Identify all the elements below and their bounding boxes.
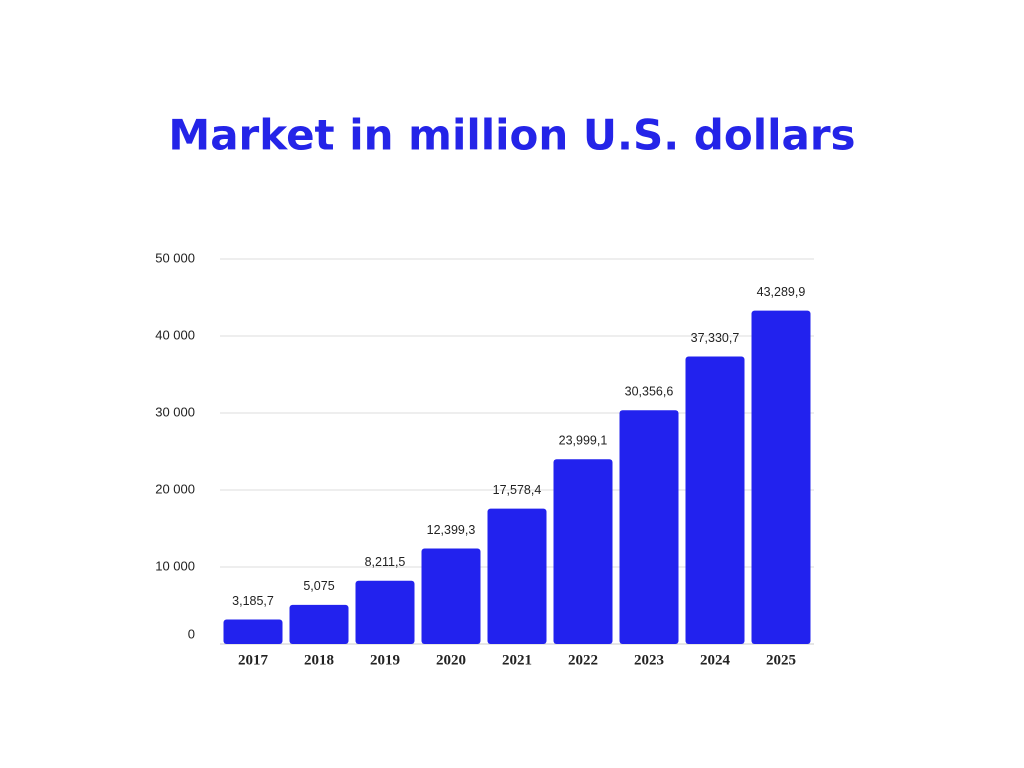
y-tick-label: 30 000 [155, 404, 195, 419]
bar [553, 459, 613, 644]
x-tick-label: 2017 [238, 652, 269, 668]
y-tick-label: 40 000 [155, 327, 195, 342]
chart-title: Market in million U.S. dollars [168, 111, 855, 160]
y-tick-label: 50 000 [155, 250, 195, 265]
bar [685, 356, 745, 644]
y-tick-label: 10 000 [155, 558, 195, 573]
bar [421, 548, 481, 644]
y-tick-label: 20 000 [155, 481, 195, 496]
bar [619, 410, 679, 644]
value-label: 3,185,7 [232, 594, 274, 608]
bar [751, 310, 811, 644]
x-tick-label: 2020 [436, 652, 466, 668]
value-label: 8,211,5 [365, 555, 406, 569]
x-tick-label: 2025 [766, 652, 796, 668]
x-tick-label: 2021 [502, 652, 532, 668]
bar [289, 604, 349, 644]
value-label: 43,289,9 [757, 285, 806, 299]
x-tick-label: 2022 [568, 652, 598, 668]
x-tick-label: 2019 [370, 652, 400, 668]
value-label: 30,356,6 [625, 385, 674, 399]
value-label: 12,399,3 [427, 523, 476, 537]
value-label: 23,999,1 [559, 434, 608, 448]
value-label: 5,075 [303, 579, 334, 593]
bar [487, 508, 547, 644]
y-tick-label: 0 [188, 626, 195, 641]
value-label: 37,330,7 [691, 331, 740, 345]
x-tick-label: 2023 [634, 652, 664, 668]
value-label: 17,578,4 [493, 483, 542, 497]
bar [355, 580, 415, 644]
x-tick-label: 2018 [304, 652, 334, 668]
x-tick-label: 2024 [700, 652, 731, 668]
bar [223, 619, 283, 644]
